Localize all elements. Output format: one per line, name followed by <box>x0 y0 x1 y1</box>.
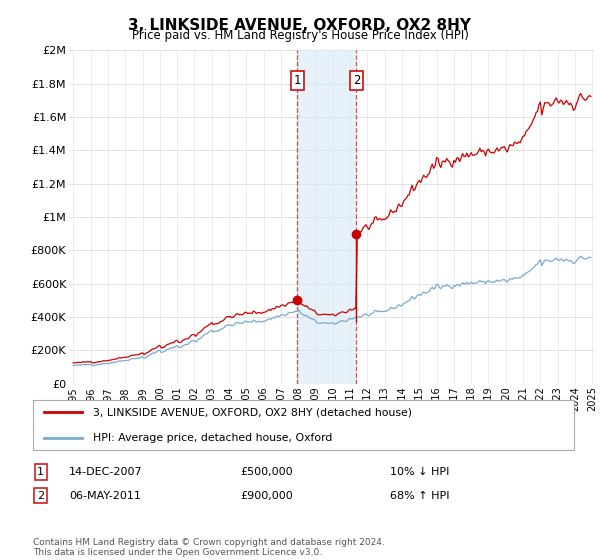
Text: Contains HM Land Registry data © Crown copyright and database right 2024.
This d: Contains HM Land Registry data © Crown c… <box>33 538 385 557</box>
Bar <box>298 50 356 384</box>
Text: £900,000: £900,000 <box>240 491 293 501</box>
Text: 10% ↓ HPI: 10% ↓ HPI <box>390 467 449 477</box>
Text: 3, LINKSIDE AVENUE, OXFORD, OX2 8HY: 3, LINKSIDE AVENUE, OXFORD, OX2 8HY <box>128 18 472 33</box>
Text: 68% ↑ HPI: 68% ↑ HPI <box>390 491 449 501</box>
Text: 2: 2 <box>353 74 360 87</box>
Text: Price paid vs. HM Land Registry's House Price Index (HPI): Price paid vs. HM Land Registry's House … <box>131 29 469 42</box>
Text: HPI: Average price, detached house, Oxford: HPI: Average price, detached house, Oxfo… <box>93 433 332 443</box>
Text: 2: 2 <box>37 491 44 501</box>
Text: £500,000: £500,000 <box>240 467 293 477</box>
Text: 06-MAY-2011: 06-MAY-2011 <box>69 491 141 501</box>
Text: 14-DEC-2007: 14-DEC-2007 <box>69 467 143 477</box>
Text: 1: 1 <box>37 467 44 477</box>
Text: 3, LINKSIDE AVENUE, OXFORD, OX2 8HY (detached house): 3, LINKSIDE AVENUE, OXFORD, OX2 8HY (det… <box>93 407 412 417</box>
Text: 1: 1 <box>294 74 301 87</box>
FancyBboxPatch shape <box>33 400 574 450</box>
